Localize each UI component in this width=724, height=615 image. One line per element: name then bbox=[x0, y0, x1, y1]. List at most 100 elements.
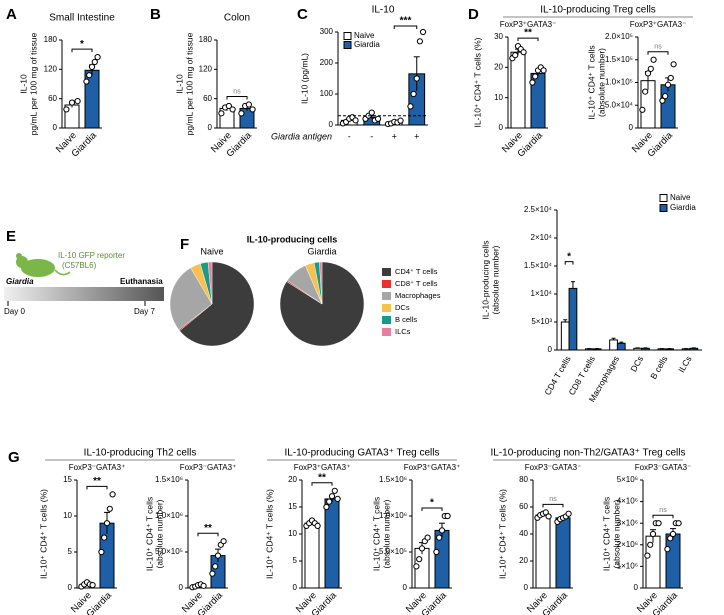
y-tick-label: 0 bbox=[634, 583, 639, 592]
data-point bbox=[565, 510, 572, 517]
subtitle: FoxP3⁻GATA3⁻ bbox=[635, 463, 692, 472]
data-point bbox=[83, 78, 90, 85]
data-point bbox=[200, 582, 207, 589]
pie-slice bbox=[319, 261, 323, 305]
mouse-icon bbox=[21, 259, 55, 277]
bar bbox=[568, 287, 578, 351]
panel-letter: B bbox=[150, 6, 161, 23]
data-point bbox=[647, 541, 654, 548]
subtitle: FoxP3⁺GATA3⁺ bbox=[294, 463, 351, 472]
y-tick-label: 20 bbox=[288, 475, 297, 484]
reporter-label: IL-10 GFP reporter bbox=[58, 251, 125, 260]
bar bbox=[609, 339, 618, 351]
y-tick-label: 40 bbox=[519, 529, 528, 538]
y-tick-label: 2.5×10⁴ bbox=[524, 205, 553, 214]
data-point bbox=[225, 102, 232, 110]
significance-bracket bbox=[421, 507, 443, 511]
y-tick-label: 10 bbox=[494, 93, 503, 102]
y-tick-label: 180 bbox=[199, 35, 213, 44]
y-tick-label: 2×10⁶ bbox=[617, 540, 638, 549]
y-axis-label: IL-10⁺ CD4⁺ T cells bbox=[601, 497, 611, 571]
data-point bbox=[249, 106, 256, 113]
y-tick-label: 10 bbox=[63, 511, 72, 520]
data-point bbox=[209, 570, 216, 577]
pie-label: Giardia bbox=[307, 246, 336, 256]
y-axis-label: (absolute number) bbox=[596, 48, 606, 117]
legend-swatch bbox=[382, 292, 391, 300]
data-point bbox=[416, 556, 423, 563]
y-tick-label: 5 bbox=[293, 556, 298, 565]
y-tick-label: 0 bbox=[208, 123, 213, 132]
data-point bbox=[88, 63, 96, 70]
y-tick-label: 5.0×10⁵ bbox=[155, 547, 183, 556]
data-point bbox=[655, 520, 662, 527]
data-point bbox=[103, 520, 111, 527]
data-point bbox=[323, 503, 330, 511]
x-tick-label: ILCs bbox=[676, 354, 693, 374]
panel-letter: A bbox=[6, 6, 17, 23]
significance-label: * bbox=[430, 498, 434, 509]
y-tick-label: 5 bbox=[68, 547, 73, 556]
data-point bbox=[212, 563, 219, 570]
legend-swatch bbox=[382, 316, 391, 324]
y-tick-label: 5.0×10⁵ bbox=[379, 547, 407, 556]
y-tick-label: 0 bbox=[548, 345, 553, 354]
y-tick-label: 0 bbox=[403, 583, 408, 592]
y-axis-label: pg/mL per 100 mg of tissue bbox=[28, 32, 38, 135]
data-point bbox=[512, 52, 519, 59]
y-tick-label: 0 bbox=[524, 583, 529, 592]
significance-label: ns bbox=[659, 507, 667, 514]
day7-label: Day 7 bbox=[134, 307, 155, 316]
data-point bbox=[101, 534, 108, 541]
y-tick-label: 2.0×10⁵ bbox=[605, 32, 633, 41]
data-point bbox=[74, 98, 81, 105]
y-tick-label: 3×10⁶ bbox=[617, 518, 638, 527]
group-title: IL-10-producing Th2 cells bbox=[84, 448, 197, 459]
pie-label: Naive bbox=[200, 246, 223, 256]
y-axis-label: IL-10 bbox=[18, 74, 28, 94]
data-point bbox=[419, 28, 427, 36]
y-axis-label: IL-10-producing cells bbox=[480, 241, 490, 320]
data-point bbox=[659, 97, 666, 104]
data-point bbox=[520, 49, 527, 56]
legend-label: Giardia bbox=[354, 40, 380, 49]
bar bbox=[510, 51, 526, 129]
data-point bbox=[374, 115, 382, 122]
data-point bbox=[529, 79, 536, 86]
subtitle: FoxP3⁺GATA3⁺ bbox=[404, 463, 461, 472]
timeline bbox=[4, 287, 164, 301]
significance-label: ns bbox=[549, 496, 557, 503]
legend-label: CD4⁺ T cells bbox=[395, 267, 438, 276]
significance-bracket bbox=[86, 485, 108, 490]
subtitle: FoxP3⁻GATA3⁻ bbox=[525, 463, 582, 472]
data-point bbox=[214, 552, 222, 559]
legend-swatch bbox=[382, 304, 391, 312]
legend-label: Naive bbox=[670, 193, 691, 202]
legend-label: B cells bbox=[395, 315, 417, 324]
significance-bracket bbox=[652, 514, 674, 519]
data-point bbox=[91, 58, 98, 66]
y-tick-label: 1.5×10⁶ bbox=[379, 475, 407, 484]
data-point bbox=[644, 552, 651, 559]
y-tick-label: 15 bbox=[63, 475, 72, 484]
y-tick-label: 0 bbox=[53, 123, 58, 132]
y-tick-label: 20 bbox=[519, 556, 528, 565]
y-tick-label: 5.0×10⁴ bbox=[605, 100, 634, 109]
y-tick-label: 2×10⁴ bbox=[531, 233, 553, 242]
panel-letter: G bbox=[8, 449, 20, 466]
data-point bbox=[416, 38, 423, 45]
data-point bbox=[650, 56, 657, 63]
bar bbox=[689, 347, 699, 351]
x-axis-label: Giardia antigen bbox=[271, 131, 332, 141]
data-point bbox=[664, 546, 671, 553]
data-point bbox=[639, 106, 646, 113]
significance-bracket bbox=[542, 503, 564, 508]
y-tick-label: 60 bbox=[519, 502, 528, 511]
legend-label: Macrophages bbox=[395, 291, 441, 300]
significance-label: ns bbox=[233, 88, 241, 95]
y-tick-label: 4×10⁶ bbox=[617, 497, 638, 506]
significance-label: ** bbox=[524, 28, 532, 39]
bar bbox=[555, 517, 571, 589]
y-axis-label: IL-10⁺ CD4⁺ T cells bbox=[144, 497, 154, 571]
